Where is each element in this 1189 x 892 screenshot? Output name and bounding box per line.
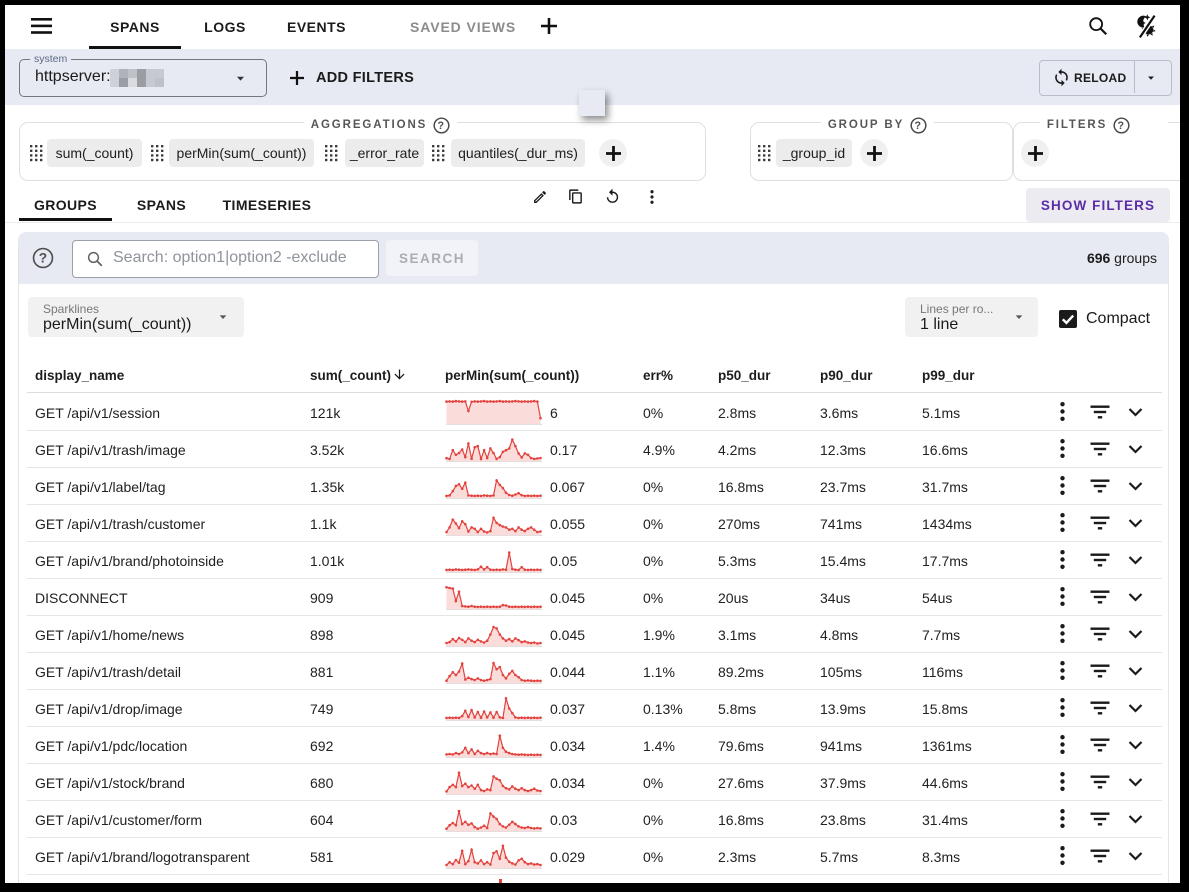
svg-text:?: ? xyxy=(39,251,47,266)
svg-text:?: ? xyxy=(1118,120,1126,132)
svg-text:?: ? xyxy=(915,120,923,132)
svg-text:?: ? xyxy=(438,120,446,132)
